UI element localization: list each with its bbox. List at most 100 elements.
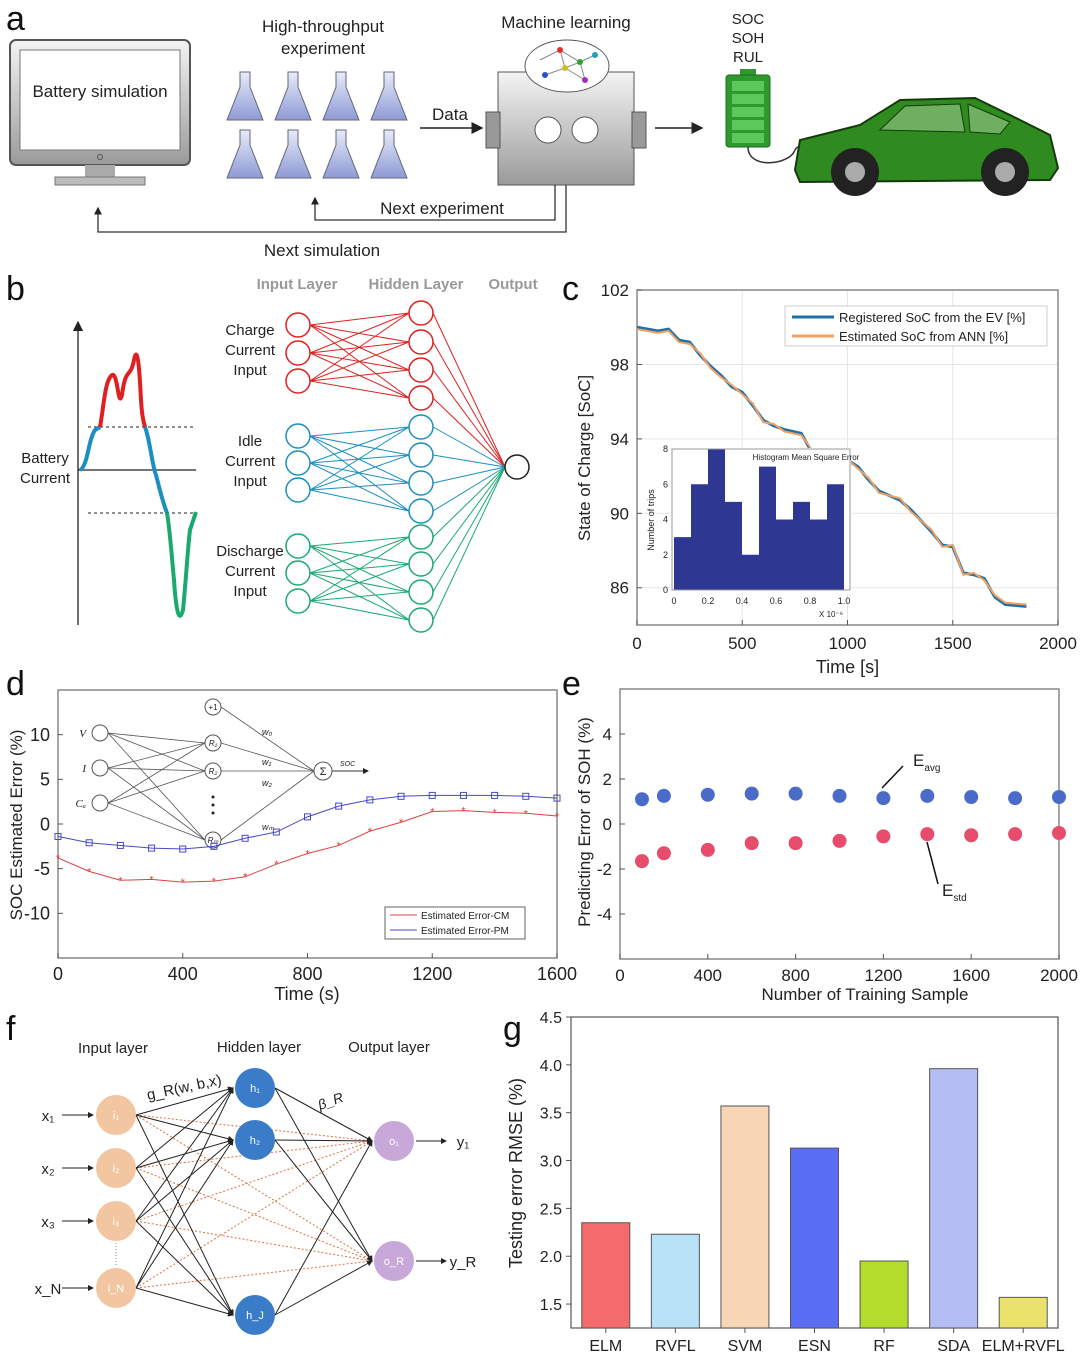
random-connection: [135, 1140, 373, 1169]
histogram-bar: [691, 484, 708, 590]
output-label-1: y₁: [457, 1134, 470, 1151]
x-tick-label: 1200: [412, 964, 452, 984]
y-tick-label: 3.5: [540, 1106, 562, 1123]
annotation-leader-avg: [881, 765, 904, 789]
connection: [432, 466, 506, 512]
connection: [309, 536, 410, 547]
annotation-leader-std: [926, 841, 939, 885]
connection: [309, 426, 410, 491]
connection: [309, 312, 410, 382]
connection: [309, 591, 410, 602]
y-tick-label: 2: [603, 770, 612, 789]
input-node: [285, 340, 311, 366]
y-tick-label: 2.0: [540, 1249, 562, 1266]
hidden-connection: [135, 1139, 234, 1222]
flask-icon: [322, 129, 360, 179]
y-tick-label: -2: [597, 860, 612, 879]
data-point-avg: [964, 790, 979, 804]
battery-icon: [725, 69, 813, 164]
hidden-node: [408, 551, 434, 577]
data-point-std: [964, 828, 979, 843]
next-experiment-label: Next experiment: [380, 199, 504, 218]
f-header-hidden: Hidden layer: [217, 1039, 301, 1056]
y-tick-label: 90: [610, 504, 629, 523]
data-point-avg: [700, 787, 715, 802]
inset-y-tick-label: 4: [663, 515, 668, 525]
inset-title: Histogram Mean Square Error: [753, 453, 860, 462]
input-node: [285, 312, 311, 338]
inset-y-tick-label: 0: [663, 585, 668, 595]
chart-d: 0 400 800 1200 1600 -10 -5 0 5 10 Time (s) SOC Esti…: [7, 689, 577, 1004]
data-point-cm: *: [181, 877, 186, 889]
y-axis-label: SOC Estimated Error (%): [7, 730, 26, 921]
inset-input-label: V: [79, 728, 87, 740]
data-point-pm: [179, 845, 187, 853]
data-point-pm: [272, 828, 280, 836]
flask-icon: [370, 129, 408, 179]
data-label: Data: [432, 105, 468, 124]
connection: [309, 369, 410, 382]
bar-elm: [581, 1222, 631, 1329]
y-tick-label: 10: [30, 725, 50, 745]
output-node-label: o_R: [384, 1256, 404, 1268]
series-label-avg: Eavg: [913, 751, 940, 774]
idle-current-curve: [78, 425, 169, 514]
f-header-output: Output layer: [348, 1039, 430, 1056]
connection: [309, 454, 410, 491]
inset-x-tick-label: 0.6: [770, 596, 783, 606]
data-point-pm: [397, 792, 405, 800]
connection: [309, 426, 410, 464]
inset-y-tick-label: 8: [663, 444, 668, 454]
hidden-node: [235, 1068, 275, 1108]
hidden-connection: [135, 1087, 234, 1289]
series-label-subscript: std: [953, 893, 966, 904]
x-tick-label: 0: [615, 966, 624, 985]
activation-label: g_R(w, b,x): [145, 1072, 223, 1104]
data-point-std: [656, 846, 671, 861]
inset-x-tick-label: 0.4: [736, 596, 749, 606]
ellipsis-dot: [211, 811, 215, 815]
beta-label: β_R: [315, 1089, 346, 1113]
group-label: Input: [233, 473, 267, 490]
x-tick-label: RF: [873, 1338, 895, 1354]
data-point-pm: [148, 844, 156, 852]
input-node: [285, 423, 311, 449]
hidden-connection: [135, 1086, 234, 1116]
y-tick-label: 4: [603, 725, 612, 744]
histogram-bar: [708, 449, 725, 590]
brain-icon: [524, 39, 610, 93]
data-point-pm: [54, 833, 62, 841]
x-tick-label: 800: [292, 964, 322, 984]
flask-icon: [226, 129, 264, 179]
connection: [432, 312, 506, 468]
data-point-pm: [85, 839, 93, 847]
data-point-std: [832, 833, 847, 848]
input-node-label: i₂: [113, 1163, 120, 1175]
input-node: [96, 1201, 136, 1241]
experiment-title-2: experiment: [281, 39, 365, 58]
input-node: [285, 533, 311, 559]
ellipsis-dot: [211, 803, 215, 807]
flask-icon: [226, 71, 264, 121]
input-label-1: x₁: [42, 1108, 55, 1125]
inset-input-node: [91, 724, 109, 742]
data-point-cm: *: [243, 872, 248, 884]
data-point-cm: *: [461, 806, 466, 818]
data-point-pm: [335, 802, 343, 810]
output-node-label: o₁: [389, 1136, 399, 1148]
inset-y-tick-label: 2: [663, 550, 668, 560]
next-experiment-arrow: [311, 185, 556, 221]
connection: [309, 380, 410, 399]
next-simulation-arrow: [94, 185, 567, 233]
hidden-node: [408, 414, 434, 440]
x-tick-label: 500: [728, 634, 756, 653]
output-connection: [274, 1087, 373, 1262]
histogram-bar: [793, 501, 810, 590]
y-axis-label: Predicting Error of SOH (%): [575, 717, 594, 927]
x-tick-label: 2000: [1039, 634, 1077, 653]
histogram-bar: [827, 484, 844, 590]
inset-connection: [220, 706, 315, 772]
input-node: [96, 1148, 136, 1188]
connection: [309, 312, 410, 326]
panel-f: Input layer Hidden layer Output layer x₁…: [35, 1039, 476, 1335]
